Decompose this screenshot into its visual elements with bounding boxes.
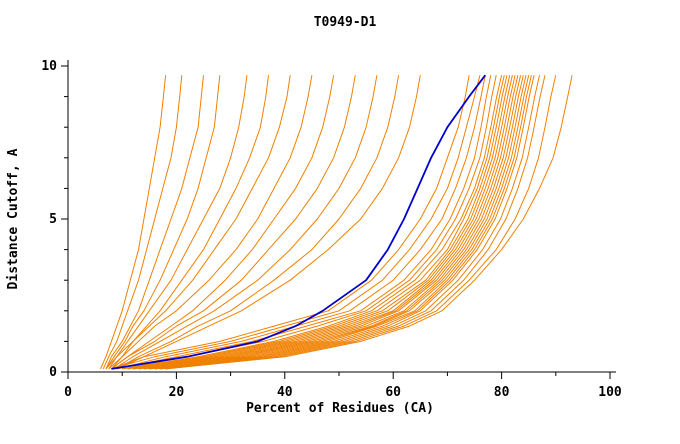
model-line bbox=[122, 75, 503, 370]
model-line bbox=[138, 75, 519, 370]
model-line bbox=[138, 75, 516, 370]
y-tick-label: 5 bbox=[49, 212, 57, 227]
model-line bbox=[111, 75, 470, 370]
x-tick-label: 20 bbox=[169, 385, 185, 400]
model-line bbox=[111, 75, 481, 370]
model-line bbox=[116, 75, 486, 370]
x-tick-label: 100 bbox=[598, 385, 622, 400]
y-tick-label: 10 bbox=[41, 59, 57, 74]
model-line bbox=[111, 75, 356, 370]
model-line bbox=[102, 75, 183, 370]
model-line bbox=[116, 75, 400, 370]
y-axis-label: Distance Cutoff, A bbox=[6, 148, 21, 289]
model-line bbox=[165, 75, 557, 370]
model-line bbox=[149, 75, 530, 370]
model-line bbox=[149, 75, 527, 370]
x-tick-label: 80 bbox=[494, 385, 510, 400]
chart-title: T0949-D1 bbox=[314, 15, 377, 30]
model-line bbox=[105, 75, 204, 370]
model-line bbox=[154, 75, 535, 370]
x-tick-label: 0 bbox=[64, 385, 72, 400]
model-line bbox=[132, 75, 511, 370]
model-line bbox=[113, 75, 378, 370]
x-tick-label: 40 bbox=[277, 385, 293, 400]
highlighted-model-line bbox=[111, 74, 487, 370]
model-line bbox=[105, 75, 221, 370]
y-tick-label: 0 bbox=[49, 365, 57, 380]
plot-area: 0 20 40 60 80 100 0 5 10 bbox=[41, 59, 622, 400]
x-tick-label: 60 bbox=[385, 385, 401, 400]
model-line bbox=[108, 75, 313, 370]
model-line bbox=[116, 75, 492, 370]
model-line bbox=[127, 75, 505, 370]
model-line bbox=[105, 75, 291, 370]
model-line bbox=[108, 75, 248, 370]
model-line bbox=[111, 75, 335, 370]
model-line bbox=[154, 75, 532, 370]
model-line bbox=[100, 75, 167, 370]
model-line bbox=[160, 75, 540, 370]
x-axis-label: Percent of Residues (CA) bbox=[246, 401, 434, 416]
model-line bbox=[143, 75, 524, 370]
model-line bbox=[132, 75, 513, 370]
model-line bbox=[122, 75, 497, 370]
model-line bbox=[165, 75, 573, 370]
model-line bbox=[143, 75, 522, 370]
model-line bbox=[116, 75, 421, 370]
model-line bbox=[127, 75, 508, 370]
model-line bbox=[160, 75, 546, 370]
